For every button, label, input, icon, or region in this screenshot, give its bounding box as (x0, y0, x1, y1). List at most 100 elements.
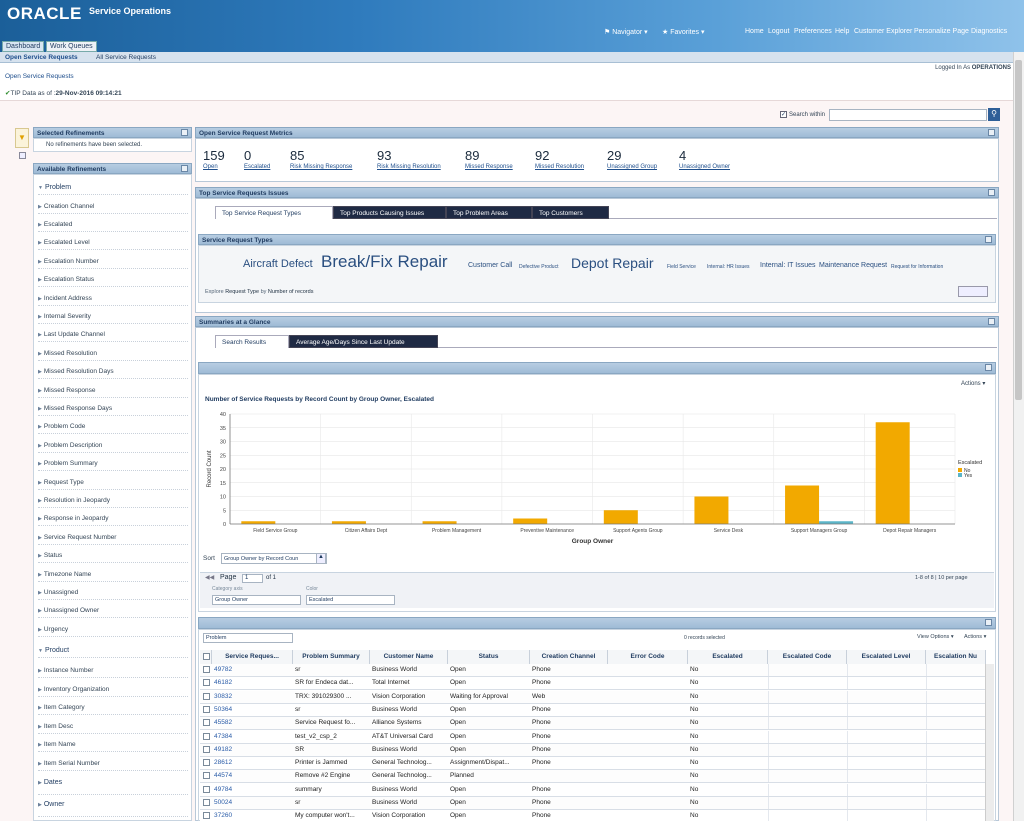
global-link-logout[interactable]: Logout (768, 28, 790, 35)
metric-escalated[interactable]: 0 Escalated (244, 148, 270, 170)
refinement-item[interactable]: ▶ Urgency (38, 622, 188, 637)
tab-work-queues[interactable]: Work Queues (46, 41, 97, 52)
row-checkbox[interactable] (203, 666, 210, 673)
color-select[interactable]: Escalated (306, 595, 395, 605)
refinement-item[interactable]: ▶ Timezone Name (38, 567, 188, 582)
tag-internal-hr[interactable]: Internal: HR Issues (707, 264, 750, 270)
tab-top-problem-areas[interactable]: Top Problem Areas (446, 206, 532, 219)
maximize-icon[interactable] (985, 619, 992, 626)
refinement-item[interactable]: ▶ Problem Summary (38, 456, 188, 472)
refinement-item[interactable]: ▶ Service Request Number (38, 530, 188, 545)
sr-number-link[interactable]: 28612 (214, 759, 233, 767)
refinement-item[interactable]: ▶ Last Update Channel (38, 327, 188, 343)
refinement-item[interactable]: ▶ Problem Code (38, 419, 188, 435)
refinement-item[interactable]: ▶ Missed Resolution Days (38, 364, 188, 380)
sr-number-link[interactable]: 46182 (214, 679, 233, 687)
sr-number-link[interactable]: 30832 (214, 692, 233, 700)
filter-funnel-icon[interactable]: ▼ (15, 128, 29, 148)
tag-field-service[interactable]: Field Service (667, 264, 696, 270)
table-scrollbar[interactable] (985, 664, 994, 821)
maximize-icon[interactable] (988, 129, 995, 136)
metric-link[interactable]: Missed Resolution (535, 164, 585, 170)
page-number-input[interactable]: 1 (242, 574, 263, 583)
sr-number-link[interactable]: 49182 (214, 745, 233, 753)
tag-request-info[interactable]: Request for Information (891, 264, 944, 270)
metric-link[interactable]: Escalated (244, 164, 271, 170)
column-header[interactable]: Creation Channel (530, 650, 608, 664)
sr-number-link[interactable]: 37260 (214, 812, 233, 820)
global-link-help[interactable]: Help (835, 28, 850, 35)
column-header[interactable]: Escalation Nu (926, 650, 986, 664)
row-checkbox[interactable] (203, 679, 210, 687)
refinement-item[interactable]: ▶ Missed Response Days (38, 401, 188, 416)
row-checkbox[interactable] (203, 772, 210, 780)
column-header[interactable]: Escalated Code (768, 650, 847, 664)
view-options-menu[interactable]: View Options ▾ (917, 634, 954, 640)
refinement-item[interactable]: ▶ Resolution in Jeopardy (38, 493, 188, 508)
sort-direction-icon[interactable]: ▲ (316, 553, 326, 564)
results-actions-menu[interactable]: Actions ▾ (964, 634, 987, 640)
refinement-item[interactable]: ▶ Internal Severity (38, 309, 188, 324)
refinement-item[interactable]: ▶ Response in Jeopardy (38, 511, 188, 527)
refinement-item[interactable]: ▶ Unassigned (38, 585, 188, 600)
tag-defective-product[interactable]: Defective Product (519, 264, 559, 270)
refinement-item[interactable]: ▶ Escalation Number (38, 254, 188, 269)
search-input[interactable] (829, 109, 987, 121)
refinement-group-owner[interactable]: ▶ Owner (38, 797, 188, 817)
tag-break-fix-repair[interactable]: Break/Fix Repair (321, 252, 448, 271)
table-row[interactable]: 28612 Printer is Jammed General Technolog.… (200, 757, 985, 771)
global-link-diagnostics[interactable]: Diagnostics (971, 28, 1008, 35)
maximize-icon[interactable] (181, 129, 188, 136)
tab-top-sr-types[interactable]: Top Service Request Types (215, 206, 333, 219)
refinement-item[interactable]: ▶ Instance Number (38, 663, 188, 678)
navigator-menu[interactable]: ⚑ Navigator ▾ (604, 29, 648, 36)
tab-top-products[interactable]: Top Products Causing Issues (333, 206, 446, 219)
column-header[interactable]: Error Code (608, 650, 688, 664)
tab-search-results[interactable]: Search Results (215, 335, 289, 348)
refinement-item[interactable]: ▶ Request Type (38, 475, 188, 490)
metric-missed-response[interactable]: 89 Missed Response (465, 148, 513, 170)
subnav-open-sr[interactable]: Open Service Requests (5, 54, 78, 61)
metric-risk-missing-response[interactable]: 85 Risk Missing Response (290, 148, 352, 170)
global-link-preferences[interactable]: Preferences (794, 28, 832, 35)
refinement-item[interactable]: ▶ Escalated Level (38, 235, 188, 251)
metric-link[interactable]: Risk Missing Response (290, 164, 353, 170)
view-toggle-icon[interactable] (958, 286, 988, 297)
refinement-item[interactable]: ▶ Missed Resolution (38, 346, 188, 361)
select-all-checkbox[interactable] (203, 653, 210, 660)
table-row[interactable]: 46182 SR for Endeca dat... Total Internet O… (200, 677, 985, 691)
table-row[interactable]: 49784 summary Business World Open Phone No (200, 783, 985, 797)
table-row[interactable]: 50364 sr Business World Open Phone No (200, 703, 985, 717)
sr-number-link[interactable]: 49784 (214, 785, 233, 793)
collapse-icon[interactable] (19, 152, 26, 159)
search-icon[interactable]: ⚲ (988, 108, 1000, 121)
refinement-item[interactable]: ▶ Status (38, 548, 188, 564)
row-checkbox[interactable] (203, 705, 210, 713)
metric-link[interactable]: Unassigned Owner (679, 164, 731, 170)
column-header[interactable]: Service Reques... (212, 650, 293, 664)
table-row[interactable]: 37260 My computer won't... Vision Corporat… (200, 810, 985, 821)
global-link-home[interactable]: Home (745, 28, 764, 35)
column-header[interactable]: Escalated Level (847, 650, 926, 664)
metric-risk-missing-resolution[interactable]: 93 Risk Missing Resolution (377, 148, 441, 170)
column-header[interactable]: Status (448, 650, 530, 664)
table-row[interactable]: 45582 Service Request fo... Alliance Syste… (200, 717, 985, 731)
sr-number-link[interactable]: 50364 (214, 705, 233, 713)
favorites-menu[interactable]: ★ Favorites ▾ (662, 29, 705, 36)
metric-link[interactable]: Missed Response (465, 164, 513, 170)
refinement-item[interactable]: ▶ Item Category (38, 700, 188, 715)
column-header[interactable]: Escalated (688, 650, 768, 664)
maximize-icon[interactable] (988, 189, 995, 196)
tab-average-age[interactable]: Average Age/Days Since Last Update (289, 335, 438, 348)
sr-number-link[interactable]: 47384 (214, 732, 233, 740)
tag-depot-repair[interactable]: Depot Repair (571, 255, 654, 271)
search-within-checkbox[interactable]: ✓ (780, 111, 787, 118)
global-link-personalize[interactable]: Personalize Page (914, 28, 969, 35)
sort-select[interactable]: Group Owner by Record Coun (221, 553, 327, 564)
refinement-item[interactable]: ▶ Missed Response (38, 383, 188, 398)
row-checkbox[interactable] (203, 719, 210, 727)
sr-number-link[interactable]: 45582 (214, 719, 233, 727)
table-row[interactable]: 44574 Remove #2 Engine General Technolog..… (200, 770, 985, 784)
refinement-item[interactable]: ▶ Escalation Status (38, 272, 188, 288)
subnav-all-sr[interactable]: All Service Requests (96, 54, 156, 61)
